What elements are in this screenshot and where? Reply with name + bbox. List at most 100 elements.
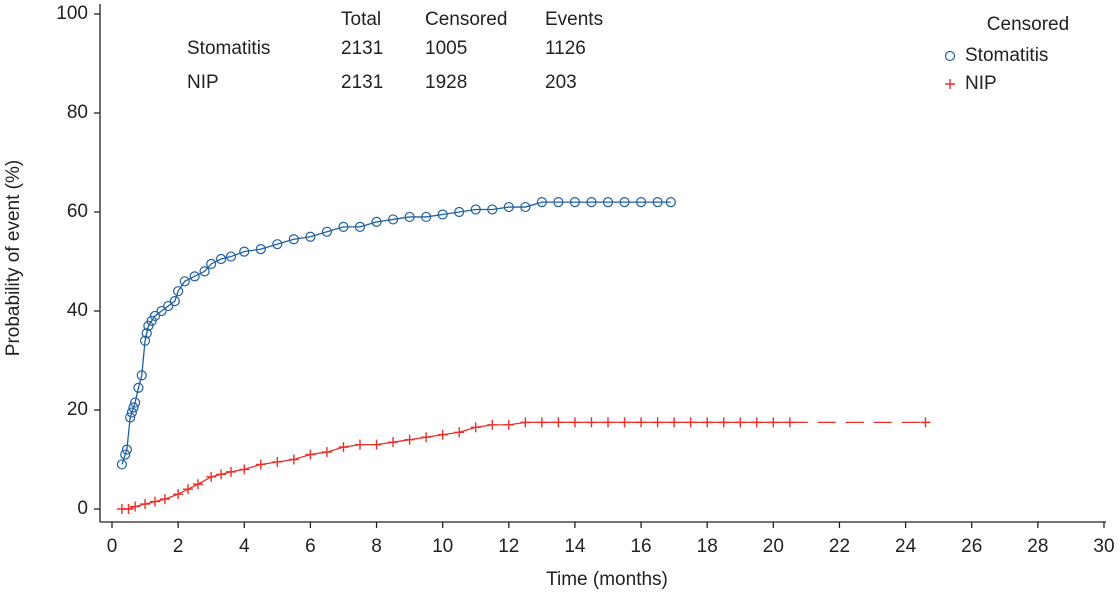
censor-marker: [141, 328, 152, 339]
censor-marker: [163, 300, 174, 312]
censor-marker: [321, 226, 333, 237]
x-tick-label: 20: [763, 536, 784, 557]
x-tick-label: 18: [697, 536, 718, 557]
table-cell: 2131: [341, 38, 383, 59]
table-cell: 203: [545, 72, 577, 93]
censor-marker: [355, 439, 365, 450]
y-tick-label: 80: [67, 102, 88, 123]
censor-marker: [536, 197, 547, 208]
censor-marker: [421, 432, 432, 443]
x-tick-label: 16: [630, 536, 651, 557]
table-cell: 1005: [425, 38, 467, 59]
censor-marker: [149, 310, 161, 322]
table-cell: 1126: [545, 38, 586, 59]
censor-marker: [751, 417, 762, 428]
censor-marker: [255, 459, 266, 470]
censor-marker: [503, 201, 514, 213]
censor-marker: [586, 197, 597, 208]
censor-marker: [387, 214, 399, 225]
censor-marker: [173, 286, 184, 297]
censor-marker: [136, 370, 147, 381]
x-tick-label: 28: [1027, 536, 1048, 557]
x-tick-label: 0: [107, 536, 118, 557]
censor-marker: [685, 417, 696, 428]
censor-marker: [139, 335, 151, 346]
censor-marker: [652, 417, 663, 428]
censor-marker: [404, 434, 415, 445]
censor-marker: [437, 429, 448, 440]
x-tick-label: 2: [173, 536, 184, 557]
censor-marker: [702, 417, 713, 428]
censor-marker: [503, 419, 514, 430]
censor-marker: [553, 197, 564, 208]
y-tick-label: 20: [67, 399, 88, 420]
censor-marker: [199, 266, 210, 277]
x-tick-label: 12: [498, 536, 519, 557]
table-row-label: Stomatitis: [187, 38, 270, 59]
censor-marker: [354, 221, 366, 232]
x-tick-label: 22: [829, 536, 850, 557]
censor-marker: [255, 244, 266, 255]
table-header: Censored: [425, 9, 507, 30]
censor-marker: [784, 417, 795, 428]
table-row-label: NIP: [187, 72, 219, 93]
legend-label: Stomatitis: [965, 45, 1048, 66]
legend-label: NIP: [965, 73, 997, 94]
table-header: Events: [545, 9, 603, 30]
censor-marker: [149, 496, 160, 507]
censor-marker: [225, 251, 237, 262]
censor-marker: [239, 464, 250, 475]
censor-marker: [169, 296, 180, 307]
y-tick-label: 0: [77, 498, 88, 519]
table-header: Total: [341, 9, 381, 30]
censor-marker: [159, 494, 170, 505]
censor-marker: [569, 197, 581, 208]
y-tick-label: 100: [56, 3, 88, 24]
censor-marker: [619, 417, 630, 428]
censor-marker: [487, 204, 498, 215]
censor-marker: [305, 449, 316, 460]
censor-marker: [116, 459, 128, 470]
censor-marker: [130, 501, 141, 512]
censor-marker: [536, 417, 547, 428]
censor-marker: [586, 417, 597, 428]
censor-marker: [216, 469, 227, 480]
censor-marker: [602, 197, 614, 208]
x-tick-label: 24: [895, 536, 917, 557]
censor-marker: [125, 412, 136, 423]
x-tick-label: 4: [239, 536, 250, 557]
censor-marker: [128, 402, 139, 413]
censor-marker: [454, 206, 465, 218]
censor-marker: [768, 417, 779, 428]
censor-marker: [735, 417, 746, 428]
censor-marker: [520, 201, 531, 213]
censor-marker: [239, 246, 250, 257]
censor-marker: [120, 449, 131, 460]
censor-marker: [126, 407, 137, 418]
censor-marker: [569, 417, 580, 428]
censor-marker: [636, 417, 647, 428]
censor-marker: [206, 258, 217, 270]
x-tick-label: 8: [371, 536, 382, 557]
censor-marker: [920, 417, 931, 428]
censor-marker: [437, 209, 448, 220]
censor-marker: [288, 234, 299, 245]
censor-marker: [121, 444, 132, 455]
censor-marker: [421, 211, 432, 223]
censor-marker: [192, 479, 203, 490]
x-tick-label: 6: [305, 536, 316, 557]
censor-marker: [226, 466, 237, 477]
censor-marker: [338, 442, 349, 453]
x-tick-label: 30: [1093, 536, 1114, 557]
censor-marker: [206, 471, 217, 482]
censor-marker: [156, 305, 167, 317]
censor-marker: [371, 439, 382, 450]
censor-marker: [183, 484, 194, 495]
censor-marker: [133, 382, 144, 393]
series-line: [121, 421, 790, 510]
censor-marker: [216, 253, 227, 265]
censor-marker: [404, 211, 415, 223]
legend-marker: [944, 50, 956, 62]
censor-marker: [321, 447, 332, 458]
censor-marker: [305, 231, 316, 242]
